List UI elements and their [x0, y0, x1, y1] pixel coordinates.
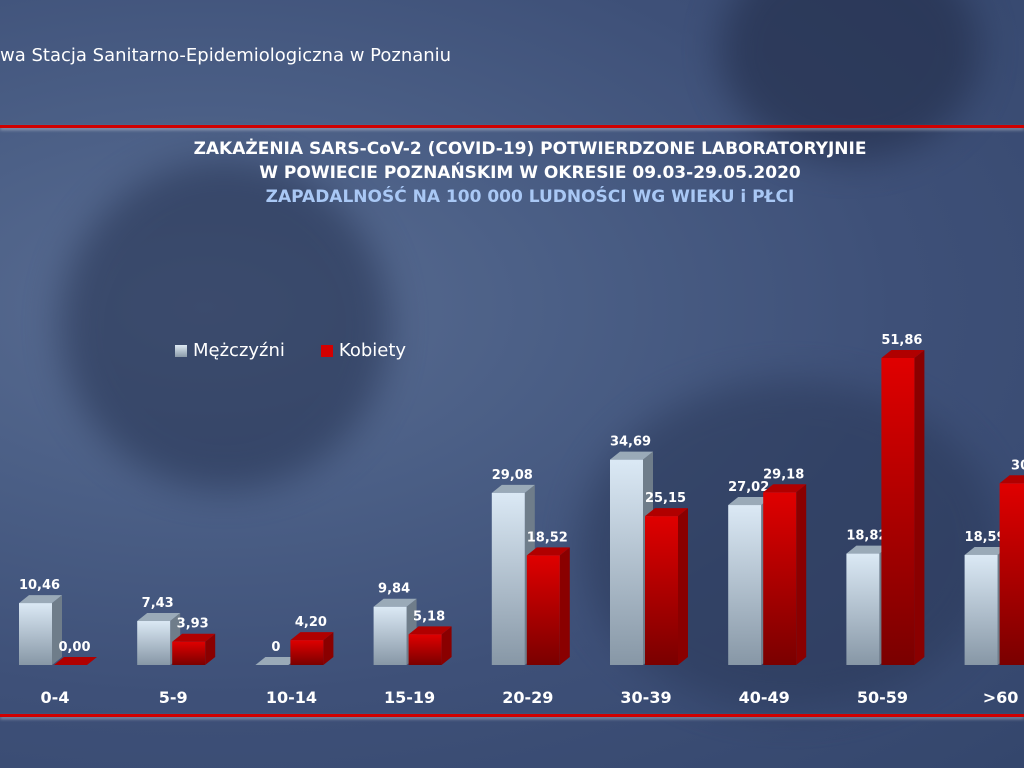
category-label: 0-4	[41, 688, 70, 707]
data-label-women: 30	[1011, 458, 1024, 473]
bar-top-men	[137, 613, 181, 622]
bar-men-5-9	[137, 621, 171, 665]
bar-side-women	[323, 632, 334, 665]
data-label-women: 29,18	[763, 467, 804, 482]
category-label: 10-14	[266, 688, 317, 707]
bar-top-men	[964, 546, 1008, 555]
bar-top-women	[881, 350, 925, 358]
bar-side-women	[441, 626, 452, 665]
bar-top-women	[763, 484, 807, 493]
bar-top-men	[491, 484, 535, 493]
category-label: 40-49	[739, 688, 790, 707]
bar-side-women	[796, 484, 807, 665]
bar-side-men	[52, 595, 62, 665]
bar-side-women	[559, 547, 570, 665]
organization-name: wa Stacja Sanitarno-Epidemiologiczna w P…	[0, 45, 452, 66]
data-label-men: 18,59	[965, 530, 1006, 545]
data-label-men: 7,43	[142, 596, 174, 611]
legend-label-men: Mężczyźni	[193, 340, 285, 361]
data-label-women: 5,18	[413, 609, 445, 624]
bar-top-women	[999, 475, 1024, 484]
bar-women-30-39	[645, 516, 678, 665]
data-label-women: 51,86	[881, 333, 922, 348]
bar-top-women	[408, 626, 452, 635]
category-label: 30-39	[620, 688, 671, 707]
data-label-men: 34,69	[610, 435, 651, 450]
data-label-men: 9,84	[378, 582, 410, 597]
data-label-women: 25,15	[645, 491, 686, 506]
bar-top-women	[54, 657, 97, 665]
bar-men-20-29	[491, 492, 525, 665]
bar-side-women	[678, 508, 688, 665]
legend-item-women: Kobiety	[320, 340, 407, 361]
bar-men-50-59	[846, 553, 880, 665]
bar-side-women	[205, 633, 216, 665]
bar-top-women	[172, 633, 216, 642]
category-label: 15-19	[384, 688, 435, 707]
data-label-men: 29,08	[492, 468, 533, 483]
data-label-men: 0	[271, 640, 280, 655]
bottom-divider	[0, 714, 1024, 717]
bar-top-women	[645, 508, 688, 517]
bar-women-5-9	[172, 641, 206, 665]
data-label-men: 10,46	[19, 578, 60, 593]
bar-women-50-59	[881, 358, 915, 665]
bar-women-20-29	[526, 555, 560, 665]
data-label-men: 18,82	[846, 529, 887, 544]
bar-top-men	[255, 657, 299, 665]
bar-top-men	[610, 451, 653, 460]
legend-label-women: Kobiety	[338, 340, 407, 361]
bar-men-15-19	[373, 606, 407, 665]
bar-women-40-49	[763, 492, 797, 665]
bar-side-women	[914, 350, 925, 665]
chart-subtitle: ZAPADALNOŚĆ NA 100 000 LUDNOŚCI WG WIEKU…	[265, 187, 795, 207]
category-label: 20-29	[502, 688, 553, 707]
data-label-women: 0,00	[58, 640, 90, 655]
chart-title: ZAKAŻENIA SARS-CoV-2 (COVID-19) POTWIERD…	[193, 139, 867, 159]
bar-men-0-4	[19, 603, 52, 665]
bar-women-10-14	[290, 640, 324, 665]
bar-top-men	[846, 545, 890, 554]
bar-men->60	[964, 554, 998, 665]
bar-top-men	[373, 598, 417, 607]
data-label-women: 18,52	[527, 530, 568, 545]
legend: Mężczyźni Kobiety	[175, 340, 406, 361]
bar-women-15-19	[408, 634, 442, 665]
legend-item-men: Mężczyźni	[175, 340, 285, 361]
bar-top-men	[19, 595, 62, 604]
category-label: 5-9	[159, 688, 188, 707]
bar-top-men	[728, 497, 772, 506]
bar-top-women	[526, 547, 570, 556]
top-divider	[0, 125, 1024, 128]
data-label-women: 4,20	[295, 615, 327, 630]
legend-swatch-women	[320, 344, 333, 357]
category-label: >60	[983, 688, 1019, 707]
data-label-women: 3,93	[177, 617, 209, 632]
bar-men-30-39	[610, 459, 643, 665]
data-label-men: 27,02	[728, 480, 769, 495]
legend-swatch-men	[175, 344, 187, 357]
bar-men-40-49	[728, 505, 762, 665]
chart-title-line2: W POWIECIE POZNAŃSKIM W OKRESIE 09.03-29…	[259, 163, 801, 183]
category-label: 50-59	[857, 688, 908, 707]
bar-top-women	[290, 632, 334, 641]
bar-women->60	[999, 483, 1024, 665]
